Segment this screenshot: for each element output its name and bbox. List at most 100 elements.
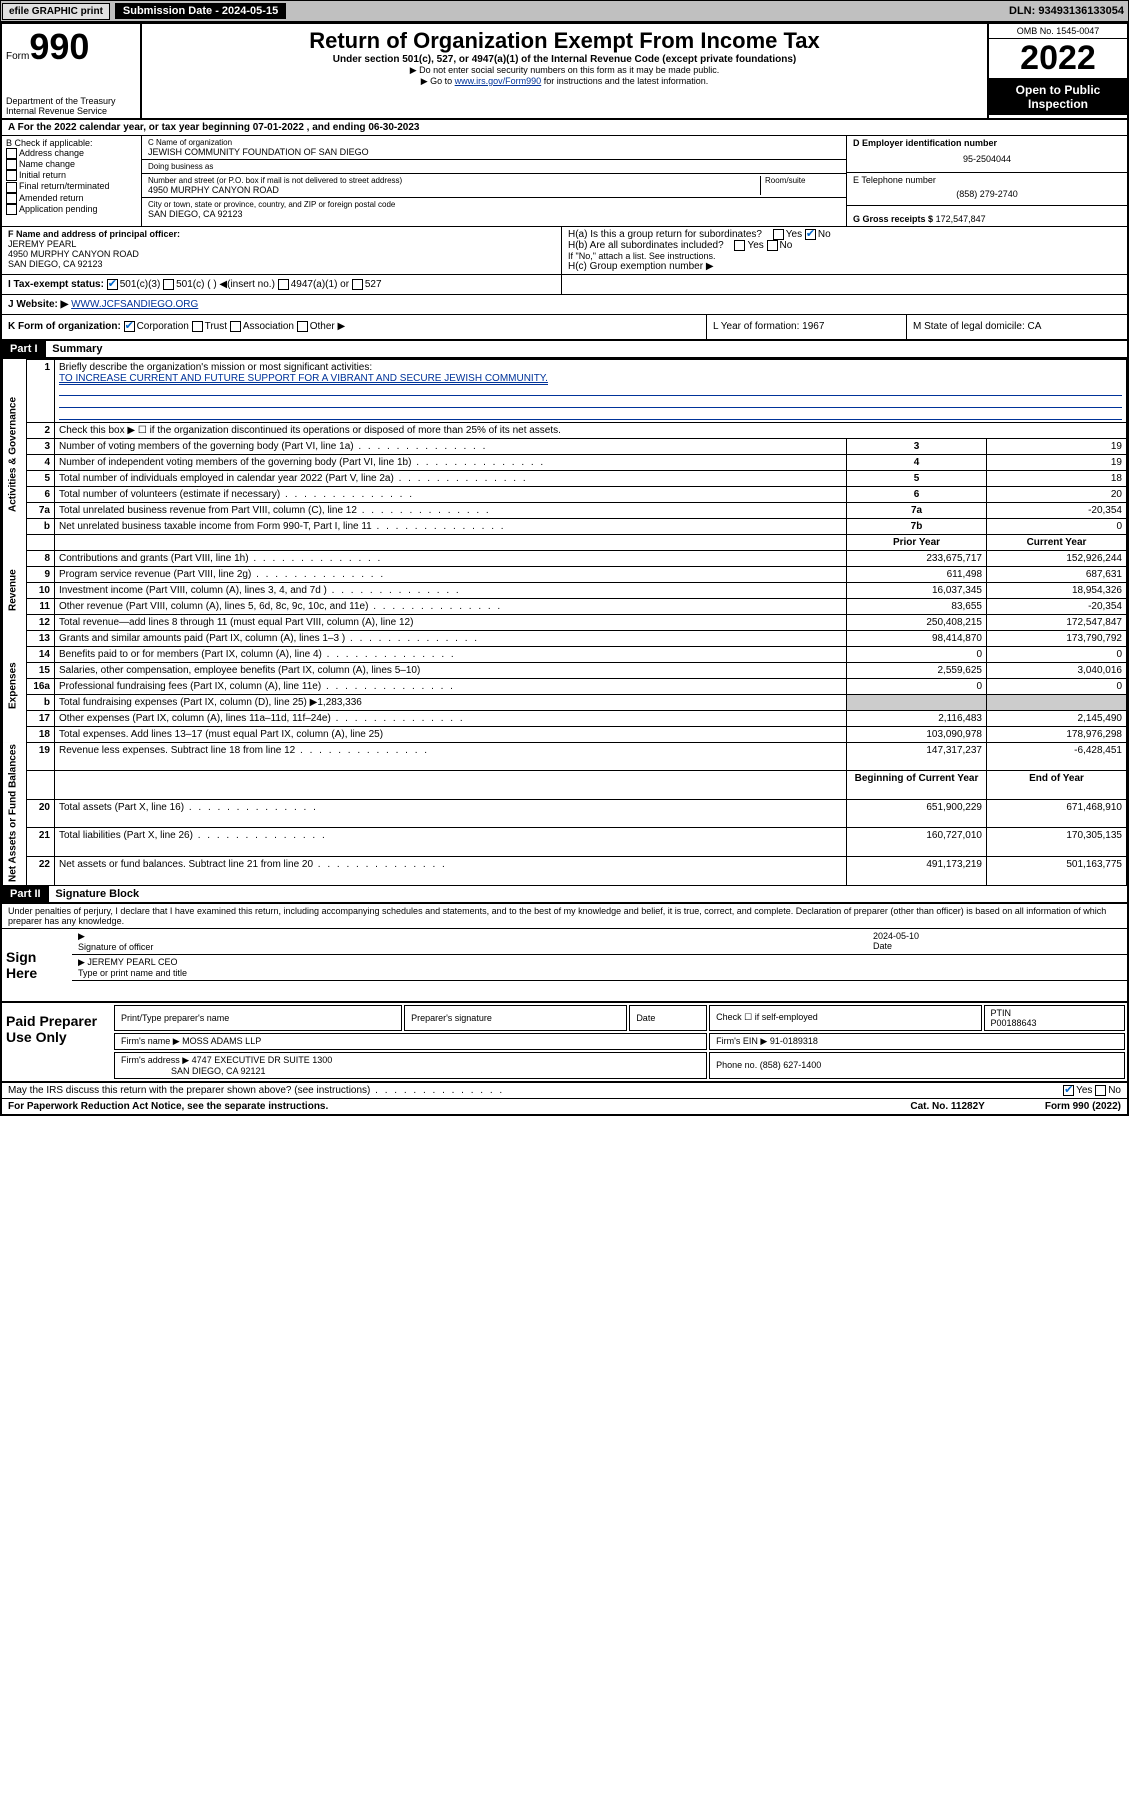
prep-check: Check ☐ if self-employed xyxy=(709,1005,981,1031)
l22d: Net assets or fund balances. Subtract li… xyxy=(55,856,847,885)
l11d: Other revenue (Part VIII, column (A), li… xyxy=(55,598,847,614)
chk-initial-return[interactable]: Initial return xyxy=(6,170,137,181)
l10c: 18,954,326 xyxy=(987,582,1127,598)
side-net-assets: Net Assets or Fund Balances xyxy=(3,742,27,885)
l9n: 9 xyxy=(27,566,55,582)
l7bv: 0 xyxy=(987,518,1127,534)
q1-mission: TO INCREASE CURRENT AND FUTURE SUPPORT F… xyxy=(59,373,548,385)
chk-trust[interactable] xyxy=(192,321,203,332)
col-c-org-info: C Name of organization JEWISH COMMUNITY … xyxy=(142,136,847,226)
officer-addr1: 4950 MURPHY CANYON ROAD xyxy=(8,249,555,259)
l8p: 233,675,717 xyxy=(847,550,987,566)
opt-corp: Corporation xyxy=(137,322,189,333)
l20n: 20 xyxy=(27,799,55,828)
paid-prep-label: Paid Preparer Use Only xyxy=(2,1003,112,1081)
begin-hdr: Beginning of Current Year xyxy=(847,771,987,800)
l16bd: Total fundraising expenses (Part IX, col… xyxy=(55,694,847,710)
l12n: 12 xyxy=(27,614,55,630)
prior-year-hdr: Prior Year xyxy=(847,534,987,550)
officer-name: JEREMY PEARL xyxy=(8,239,555,249)
l13p: 98,414,870 xyxy=(847,630,987,646)
col-l-year: L Year of formation: 1967 xyxy=(707,315,907,338)
part1-label: Part I xyxy=(2,341,46,357)
ptin-value: P00188643 xyxy=(991,1018,1037,1028)
hb-note: If "No," attach a list. See instructions… xyxy=(568,251,1121,261)
form-990-container: Form990 Department of the Treasury Inter… xyxy=(0,22,1129,1116)
chk-assoc[interactable] xyxy=(230,321,241,332)
opt-4947: 4947(a)(1) or xyxy=(291,279,349,290)
discuss-yes[interactable] xyxy=(1063,1085,1074,1096)
hc-label: H(c) Group exemption number ▶ xyxy=(568,261,1121,272)
l15c: 3,040,016 xyxy=(987,662,1127,678)
chk-527[interactable] xyxy=(352,279,363,290)
chk-corp[interactable] xyxy=(124,321,135,332)
chk-app-pending[interactable]: Application pending xyxy=(6,204,137,215)
l6d: Total number of volunteers (estimate if … xyxy=(55,486,847,502)
l9c: 687,631 xyxy=(987,566,1127,582)
dept-treasury: Department of the Treasury xyxy=(6,96,136,106)
l5n: 5 xyxy=(27,470,55,486)
q1-label: Briefly describe the organization's miss… xyxy=(59,362,372,373)
part2-header: Part II Signature Block xyxy=(2,886,1127,904)
l15n: 15 xyxy=(27,662,55,678)
firm-name-label: Firm's name ▶ xyxy=(121,1036,180,1046)
row-fh: F Name and address of principal officer:… xyxy=(2,227,1127,275)
l13d: Grants and similar amounts paid (Part IX… xyxy=(55,630,847,646)
sign-here-label: Sign Here xyxy=(2,929,72,1001)
row-klm: K Form of organization: Corporation Trus… xyxy=(2,315,1127,340)
chk-final-return[interactable]: Final return/terminated xyxy=(6,181,137,192)
sign-here-block: Sign Here ▶Signature of officer 2024-05-… xyxy=(2,929,1127,1003)
top-toolbar: efile GRAPHIC print Submission Date - 20… xyxy=(0,0,1129,22)
l7bn: b xyxy=(27,518,55,534)
irs-label: Internal Revenue Service xyxy=(6,106,136,116)
form-header: Form990 Department of the Treasury Inter… xyxy=(2,24,1127,120)
header-right: OMB No. 1545-0047 2022 Open to Public In… xyxy=(987,24,1127,118)
side-expenses: Expenses xyxy=(3,630,27,742)
l7br: 7b xyxy=(847,518,987,534)
gross-value: 172,547,847 xyxy=(936,214,986,224)
l19n: 19 xyxy=(27,742,55,771)
l3n: 3 xyxy=(27,438,55,454)
chk-address-change[interactable]: Address change xyxy=(6,148,137,159)
row-ij: I Tax-exempt status: 501(c)(3) 501(c) ( … xyxy=(2,275,1127,295)
name-title-label: Type or print name and title xyxy=(78,968,187,978)
chk-name-change[interactable]: Name change xyxy=(6,159,137,170)
opt-assoc: Association xyxy=(243,322,294,333)
l8c: 152,926,244 xyxy=(987,550,1127,566)
chk-501c[interactable] xyxy=(163,279,174,290)
line-2-num: 2 xyxy=(27,422,55,438)
col-de: D Employer identification number 95-2504… xyxy=(847,136,1127,226)
discuss-no[interactable] xyxy=(1095,1085,1106,1096)
addr-label: Number and street (or P.O. box if mail i… xyxy=(148,176,760,185)
l7ad: Total unrelated business revenue from Pa… xyxy=(55,502,847,518)
website-link[interactable]: WWW.JCFSANDIEGO.ORG xyxy=(71,299,198,310)
l20d: Total assets (Part X, line 16) xyxy=(55,799,847,828)
l22n: 22 xyxy=(27,856,55,885)
part1-table: Activities & Governance 1 Briefly descri… xyxy=(2,359,1127,886)
l11p: 83,655 xyxy=(847,598,987,614)
website-label: J Website: ▶ xyxy=(8,299,68,310)
l16ad: Professional fundraising fees (Part IX, … xyxy=(55,678,847,694)
l14c: 0 xyxy=(987,646,1127,662)
goto-note: ▶ Go to www.irs.gov/Form990 for instruct… xyxy=(146,76,983,87)
form-org-label: K Form of organization: xyxy=(8,322,121,333)
l16bc xyxy=(987,694,1127,710)
l14n: 14 xyxy=(27,646,55,662)
l5r: 5 xyxy=(847,470,987,486)
opt-trust: Trust xyxy=(205,322,227,333)
efile-print-button[interactable]: efile GRAPHIC print xyxy=(2,3,110,20)
l19c: -6,428,451 xyxy=(987,742,1127,771)
dba-label: Doing business as xyxy=(148,162,840,171)
l5d: Total number of individuals employed in … xyxy=(55,470,847,486)
irs-link[interactable]: www.irs.gov/Form990 xyxy=(455,76,542,86)
chk-other[interactable] xyxy=(297,321,308,332)
hb-label: H(b) Are all subordinates included? xyxy=(568,240,724,251)
l12c: 172,547,847 xyxy=(987,614,1127,630)
ha-label: H(a) Is this a group return for subordin… xyxy=(568,229,762,240)
chk-501c3[interactable] xyxy=(107,279,118,290)
blank-num xyxy=(27,534,55,550)
open-inspection: Open to Public Inspection xyxy=(989,79,1127,115)
chk-4947[interactable] xyxy=(278,279,289,290)
l10p: 16,037,345 xyxy=(847,582,987,598)
chk-amended[interactable]: Amended return xyxy=(6,193,137,204)
